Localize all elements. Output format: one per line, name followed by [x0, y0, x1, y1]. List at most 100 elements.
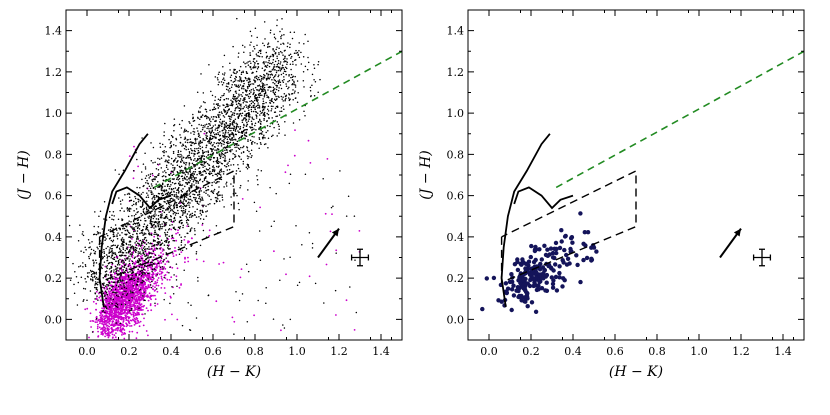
- field-star-point: [154, 210, 156, 213]
- magenta-star-point: [102, 323, 105, 326]
- field-star-point: [231, 138, 233, 140]
- field-star-point: [258, 89, 260, 91]
- field-star-point: [248, 85, 250, 88]
- field-star-point: [96, 283, 99, 286]
- magenta-star-point: [132, 297, 134, 300]
- field-star-point: [97, 299, 99, 301]
- field-star-point: [72, 262, 74, 265]
- field-star-point: [282, 72, 285, 75]
- field-star-point: [140, 212, 142, 215]
- field-star-point: [165, 171, 167, 174]
- field-star-point: [218, 81, 220, 83]
- field-star-point: [250, 102, 253, 105]
- field-star-point: [184, 145, 187, 147]
- field-star-point: [134, 242, 136, 244]
- field-star-point: [180, 194, 183, 196]
- field-star-point: [81, 233, 84, 235]
- field-star-point: [135, 213, 137, 216]
- magenta-star-point: [115, 320, 118, 322]
- magenta-star-point: [133, 324, 136, 326]
- field-star-point: [223, 141, 226, 143]
- field-star-point: [296, 51, 299, 54]
- field-star-point: [138, 257, 140, 260]
- field-star-point: [89, 290, 92, 292]
- field-star-point: [109, 229, 112, 231]
- field-star-point: [186, 194, 189, 196]
- field-star-point: [185, 130, 187, 132]
- field-star-point: [218, 71, 220, 73]
- field-star-point: [142, 203, 144, 205]
- field-star-point: [283, 76, 285, 78]
- field-star-point: [209, 118, 211, 120]
- magenta-star-point: [156, 281, 159, 284]
- field-star-point: [149, 173, 152, 175]
- field-star-point: [193, 227, 196, 230]
- magenta-star-point: [133, 309, 136, 311]
- field-star-point: [86, 299, 88, 301]
- field-star-point: [138, 228, 141, 230]
- field-star-point: [105, 270, 108, 272]
- field-star-point: [235, 143, 237, 146]
- field-star-point: [255, 128, 257, 131]
- field-star-point: [112, 281, 115, 284]
- field-star-point: [192, 196, 195, 199]
- field-star-point: [133, 228, 136, 230]
- field-star-point: [257, 107, 259, 109]
- field-star-point: [150, 226, 152, 229]
- field-star-point: [232, 177, 234, 180]
- field-star-point: [180, 209, 183, 212]
- magenta-star-point: [100, 310, 103, 312]
- field-star-point: [174, 214, 177, 216]
- magenta-star-point: [152, 285, 154, 287]
- field-star-point: [286, 63, 288, 66]
- field-star-point: [211, 181, 213, 184]
- field-star-point: [223, 186, 225, 188]
- field-star-point: [151, 191, 153, 193]
- field-star-point: [114, 292, 117, 294]
- magenta-star-point: [132, 177, 135, 180]
- magenta-star-point: [187, 240, 190, 243]
- field-star-point: [191, 162, 194, 165]
- magenta-star-point: [110, 305, 113, 307]
- magenta-star-point: [141, 298, 143, 300]
- magenta-star-point: [160, 275, 163, 278]
- field-star-point: [196, 152, 199, 154]
- field-star-point: [227, 109, 229, 112]
- magenta-star-point: [103, 307, 106, 310]
- field-star-point: [137, 261, 140, 264]
- magenta-star-point: [174, 247, 176, 249]
- field-star-point: [104, 294, 106, 296]
- field-star-point: [244, 114, 246, 117]
- field-star-point: [248, 166, 250, 169]
- magenta-star-point: [92, 300, 95, 303]
- field-star-point: [129, 270, 131, 273]
- field-star-point: [226, 163, 228, 166]
- field-star-point: [266, 108, 269, 111]
- field-star-point: [253, 118, 255, 121]
- field-star-point: [252, 140, 254, 143]
- field-star-point: [161, 214, 163, 217]
- field-star-point: [280, 95, 283, 98]
- field-star-point: [245, 125, 248, 128]
- field-star-point: [137, 260, 139, 262]
- field-star-point: [105, 297, 107, 300]
- field-star-point: [112, 218, 115, 221]
- field-star-point: [104, 271, 107, 273]
- field-star-point: [233, 112, 236, 114]
- field-star-point: [161, 182, 164, 184]
- field-star-point: [161, 143, 164, 146]
- field-star-point: [279, 30, 281, 33]
- field-star-point: [230, 103, 233, 105]
- field-star-point: [111, 253, 113, 255]
- field-star-point: [303, 110, 305, 113]
- field-star-point: [189, 214, 191, 216]
- field-star-point: [267, 146, 269, 149]
- field-star-point: [216, 77, 219, 79]
- field-star-point: [260, 123, 262, 125]
- field-star-point: [200, 105, 202, 107]
- magenta-star-point: [253, 314, 256, 317]
- field-star-point: [87, 238, 90, 241]
- field-star-point: [218, 165, 220, 167]
- field-star-point: [194, 214, 196, 217]
- field-star-point: [236, 113, 238, 115]
